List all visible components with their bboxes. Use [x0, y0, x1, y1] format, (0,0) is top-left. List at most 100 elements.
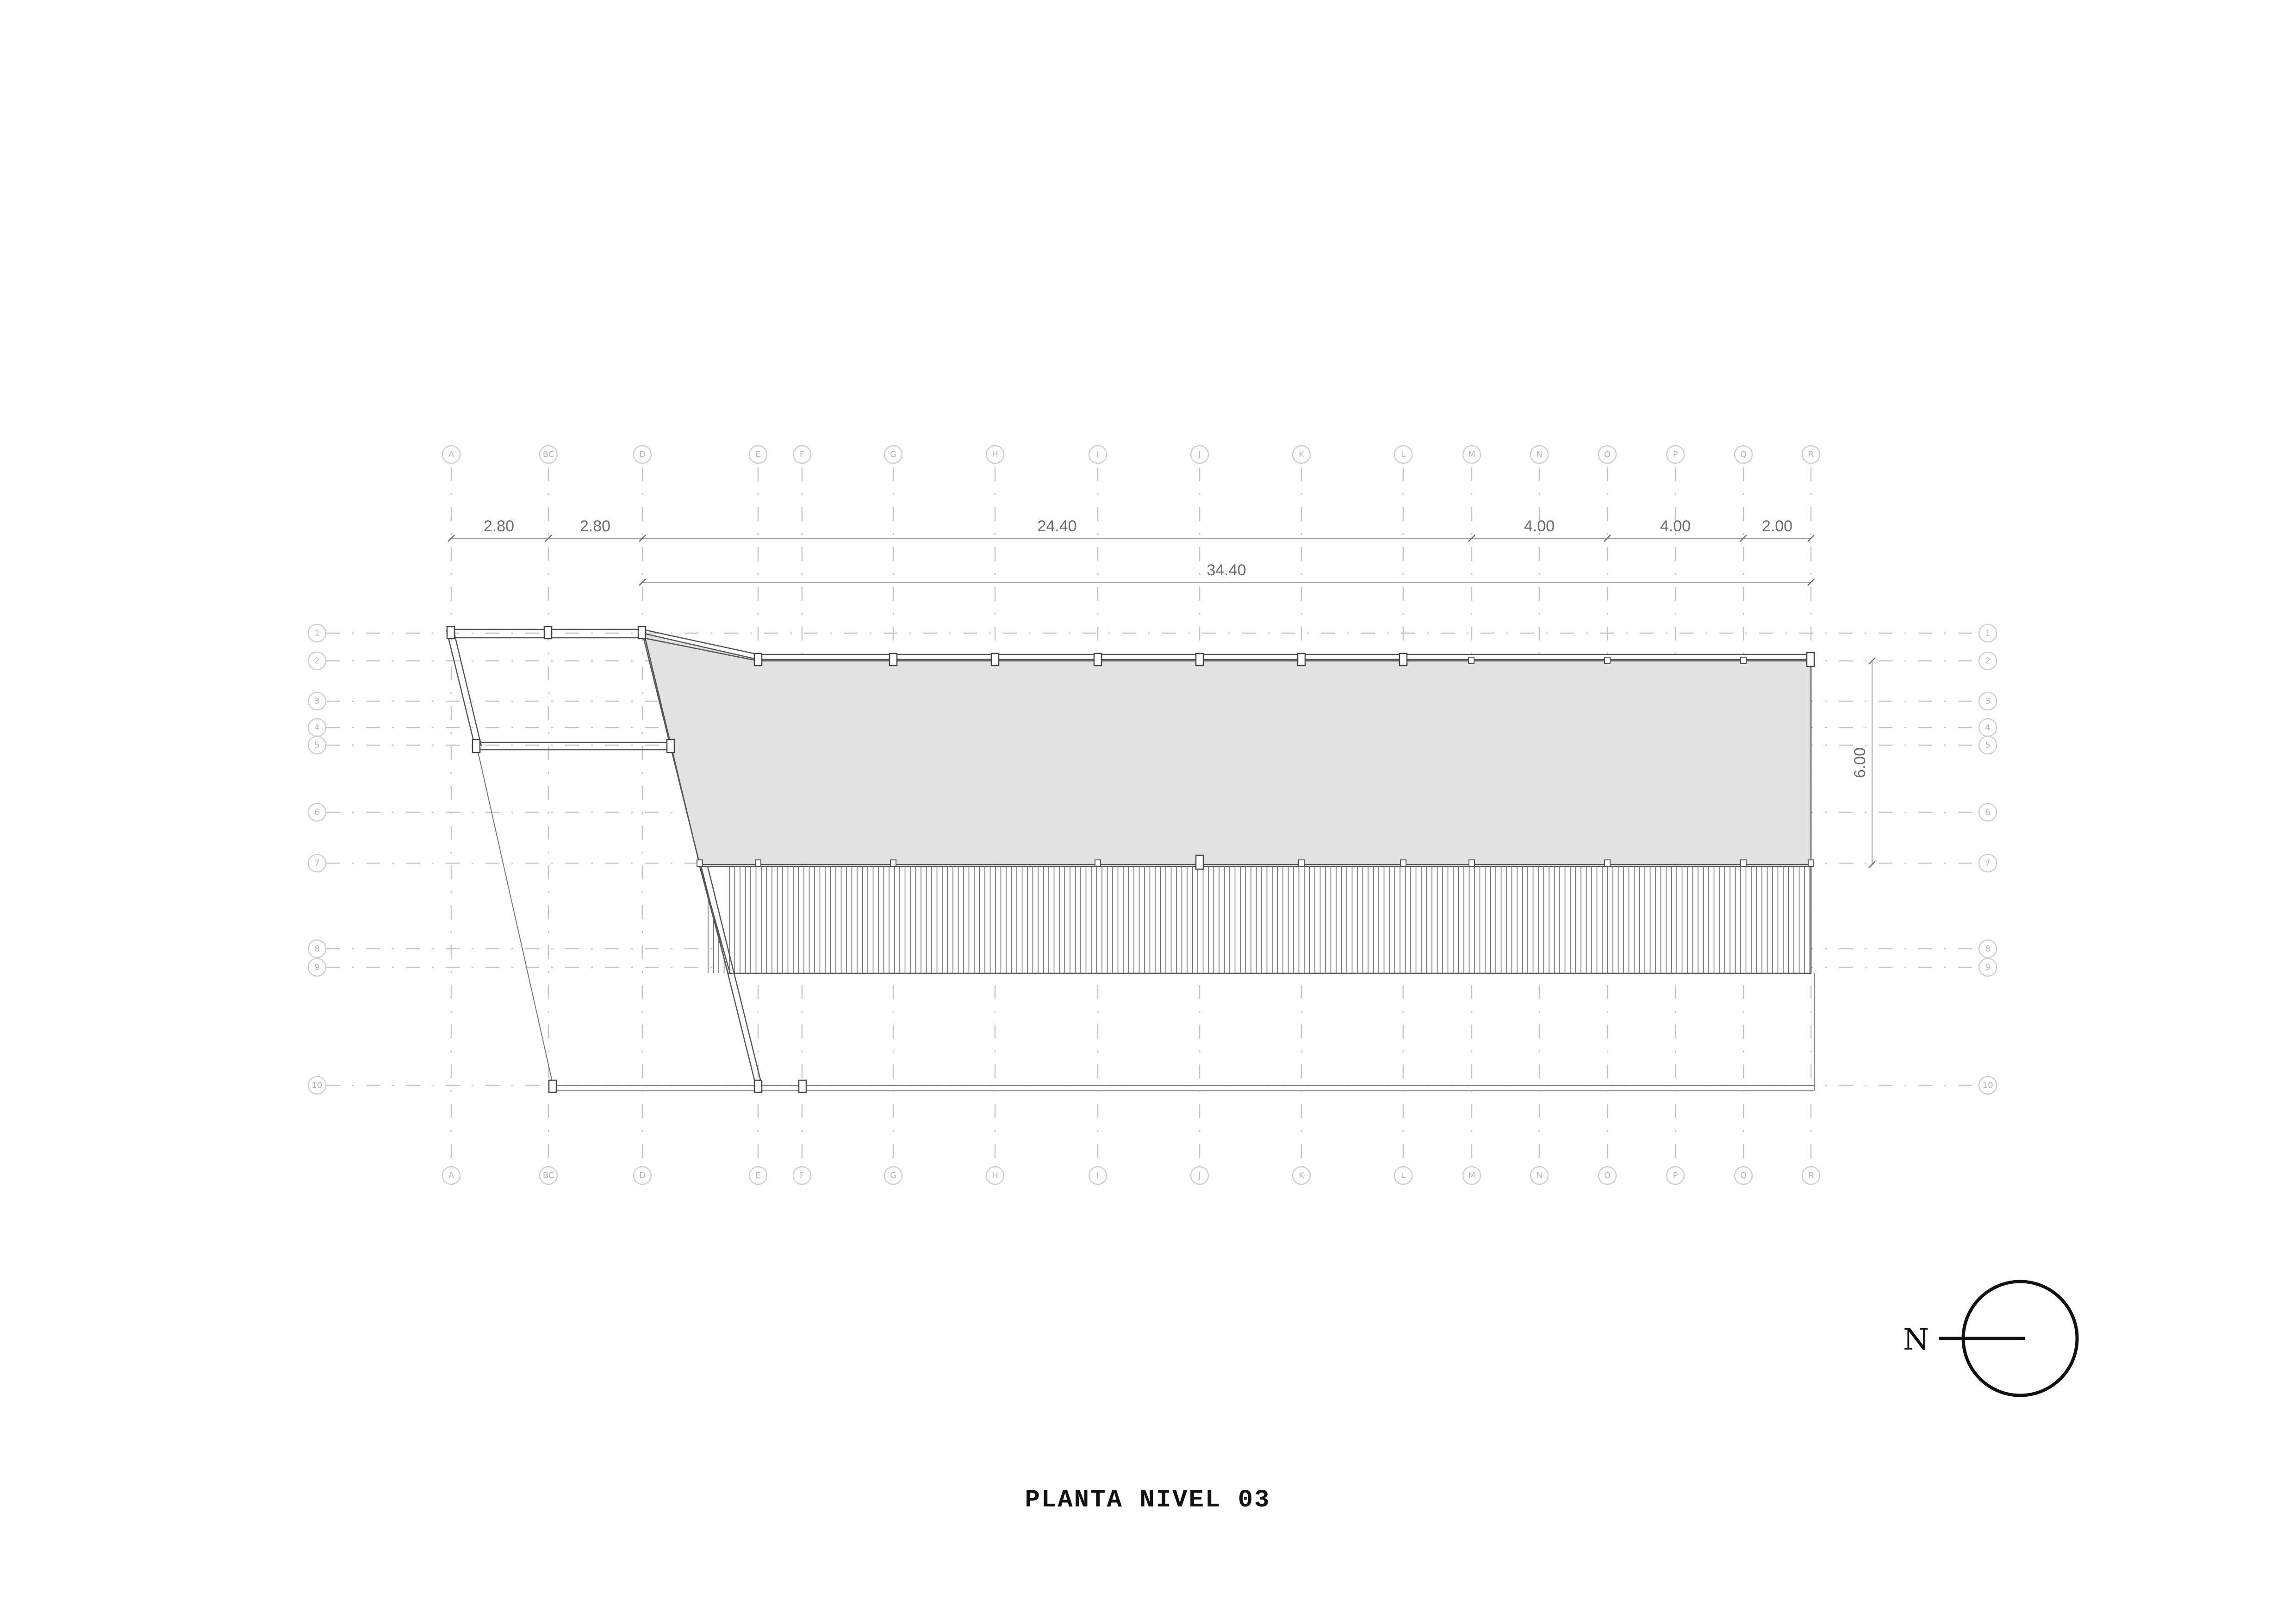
axis-label: E	[755, 1171, 760, 1181]
axis-bubble-H-bottom: H	[985, 1166, 1005, 1185]
axis-label: 8	[314, 944, 319, 954]
axis-label: L	[1401, 1171, 1406, 1181]
column	[753, 1079, 763, 1093]
column	[697, 859, 703, 867]
column	[1297, 653, 1306, 666]
axis-label: Q	[1740, 1171, 1747, 1181]
dimension-label: 24.40	[1037, 517, 1076, 535]
axis-bubble-I-top: I	[1088, 445, 1108, 464]
column	[890, 859, 896, 867]
column	[548, 1079, 557, 1093]
column	[1808, 859, 1814, 867]
column	[1195, 653, 1204, 666]
axis-label: 7	[314, 859, 319, 868]
axis-label: P	[1673, 1171, 1678, 1181]
axis-label: J	[1198, 1171, 1201, 1181]
axis-bubble-J-top: J	[1190, 445, 1209, 464]
axis-label: 6	[1985, 808, 1990, 817]
axis-label: Q	[1740, 450, 1747, 460]
axis-label: R	[1808, 450, 1814, 460]
axis-bubble-2-right: 2	[1978, 651, 1997, 671]
axis-bubble-E-top: E	[748, 445, 768, 464]
axis-bubble-10-left: 10	[307, 1076, 327, 1095]
axis-bubble-F-top: F	[792, 445, 812, 464]
deck-slats	[708, 866, 1811, 973]
axis-label: 3	[314, 697, 319, 706]
dimension-label: 2.80	[580, 517, 610, 535]
axis-label: M	[1468, 450, 1475, 460]
axis-label: 2	[1985, 656, 1990, 666]
axis-label: 10	[312, 1081, 323, 1090]
column	[1095, 859, 1101, 867]
axis-label: G	[890, 450, 896, 460]
dimension-label: 2.80	[484, 517, 514, 535]
axis-bubble-1-left: 1	[307, 623, 327, 643]
axis-bubble-6-right: 6	[1978, 803, 1997, 822]
column	[1400, 859, 1406, 867]
north-arrow: N	[1903, 1280, 2079, 1397]
axis-bubble-R-top: R	[1801, 445, 1821, 464]
structural-columns	[446, 626, 1815, 1093]
axis-label: D	[639, 1171, 646, 1181]
axis-label: 9	[314, 963, 319, 972]
column	[798, 1079, 807, 1093]
axis-label: F	[800, 450, 804, 460]
axis-label: 1	[1985, 628, 1990, 638]
axis-label: O	[1604, 1171, 1611, 1181]
axis-label: 4	[1985, 723, 1990, 733]
axis-label: O	[1604, 450, 1611, 460]
floor-slab	[641, 632, 1812, 865]
axis-label: A	[448, 450, 454, 460]
axis-label: BC	[543, 1171, 554, 1181]
axis-bubble-G-top: G	[884, 445, 903, 464]
axis-bubble-E-bottom: E	[748, 1166, 768, 1185]
column	[472, 739, 481, 753]
row-bubbles-right: 1 2 3 4 5 6 7 8 9 10	[1978, 623, 1997, 1095]
axis-bubble-N-top: N	[1530, 445, 1549, 464]
column	[1298, 859, 1305, 867]
column-bubbles-top: A BC D E F G H I J K L M N O P Q R	[442, 445, 1821, 464]
column-bubbles-bottom: A BC D E F G H I J K L M N O P Q R	[442, 1166, 1821, 1185]
axis-bubble-9-right: 9	[1978, 958, 1997, 977]
dimension-label-side: 6.00	[1851, 747, 1869, 778]
axis-bubble-P-top: P	[1666, 445, 1685, 464]
axis-bubble-F-bottom: F	[792, 1166, 812, 1185]
axis-bubble-1-right: 1	[1978, 623, 1997, 643]
axis-label: R	[1808, 1171, 1814, 1181]
column	[889, 653, 898, 666]
axis-bubble-D-top: D	[633, 445, 652, 464]
axis-label: K	[1299, 450, 1305, 460]
axis-label: BC	[543, 450, 554, 460]
axis-bubble-BC-top: BC	[539, 445, 558, 464]
plan-title: PLANTA NIVEL 03	[1025, 1486, 1270, 1514]
column	[1740, 859, 1747, 867]
axis-bubble-L-top: L	[1394, 445, 1413, 464]
dimension-label: 4.00	[1660, 517, 1691, 535]
column	[1468, 657, 1475, 664]
column	[1399, 653, 1408, 666]
axis-bubble-D-bottom: D	[633, 1166, 652, 1185]
axis-bubble-BC-bottom: BC	[539, 1166, 558, 1185]
axis-label: M	[1468, 1171, 1475, 1181]
axis-bubble-3-right: 3	[1978, 691, 1997, 711]
axis-bubble-R-bottom: R	[1801, 1166, 1821, 1185]
axis-bubble-5-left: 5	[307, 735, 327, 755]
column	[637, 626, 647, 640]
row-bubbles-left: 1 2 3 4 5 6 7 8 9 10	[307, 623, 327, 1095]
dimension-side: 6.00	[1851, 657, 1876, 868]
axis-bubble-4-left: 4	[307, 718, 327, 737]
axis-bubble-6-left: 6	[307, 803, 327, 822]
axis-label: P	[1673, 450, 1678, 460]
axis-bubble-O-top: O	[1598, 445, 1617, 464]
dimension-chain-top: 2.80 2.80 24.40 4.00 4.00 2.00	[448, 517, 1815, 542]
axis-label: 10	[1983, 1081, 1993, 1090]
axis-bubble-5-right: 5	[1978, 735, 1997, 755]
axis-label: 9	[1985, 963, 1990, 972]
axis-label: 6	[314, 808, 319, 817]
axis-label: 2	[314, 656, 319, 666]
column	[1740, 657, 1747, 664]
axis-label: G	[890, 1171, 896, 1181]
axis-label: K	[1299, 1171, 1305, 1181]
column	[543, 626, 553, 640]
